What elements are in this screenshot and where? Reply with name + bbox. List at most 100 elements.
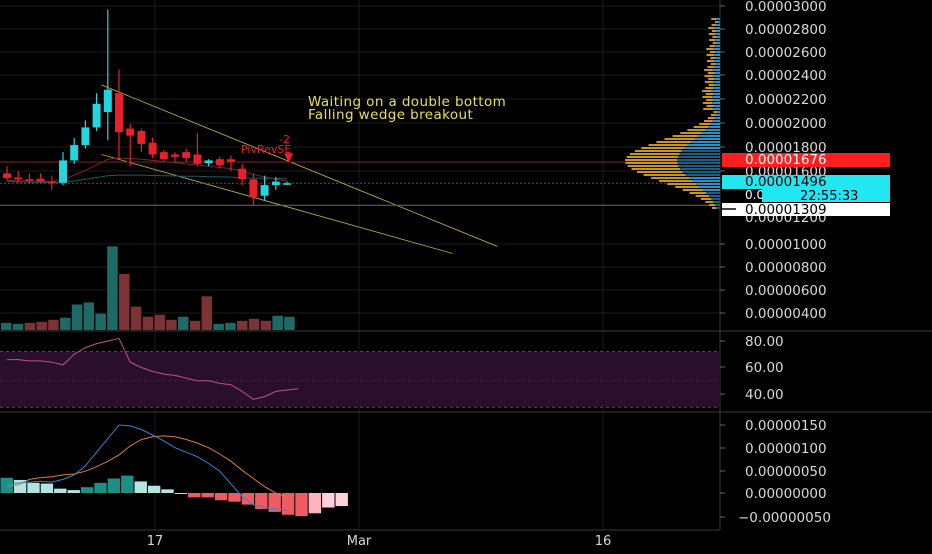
- price-y-tick-label: 0.00002800: [745, 22, 827, 38]
- volume-bar: [119, 273, 130, 330]
- profile-bar-up: [684, 147, 720, 149]
- profile-bar-up: [713, 81, 720, 83]
- profile-bar-up: [708, 126, 720, 128]
- profile-bar-down: [702, 90, 712, 92]
- profile-bar-up: [714, 84, 720, 86]
- macd-histogram-bar: [121, 475, 134, 493]
- profile-bar-down: [689, 192, 707, 194]
- profile-bar-down: [706, 99, 714, 101]
- candle-up: [81, 127, 90, 146]
- profile-bar-down: [709, 39, 716, 41]
- macd-histogram-bar: [308, 493, 322, 514]
- profile-bar-down: [667, 183, 697, 185]
- profile-bar-down: [710, 63, 716, 65]
- profile-bar-down: [710, 57, 716, 59]
- profile-bar-down: [711, 207, 717, 209]
- profile-bar-up: [705, 129, 720, 131]
- profile-bar-up: [706, 192, 720, 194]
- candle-down: [47, 181, 56, 184]
- volume-bar: [248, 318, 260, 330]
- macd-histogram-bar: [295, 493, 308, 517]
- macd-histogram-bar: [214, 493, 228, 501]
- annotation-line-1: Waiting on a double bottom: [308, 94, 506, 110]
- price-hlines: [0, 161, 720, 206]
- candle-down: [36, 178, 45, 182]
- profile-bar-down: [705, 87, 714, 89]
- profile-bar-up: [715, 114, 720, 116]
- candlestick-series: [3, 9, 291, 206]
- profile-bar-down: [702, 102, 713, 104]
- macd-y-tick-label: 0.00000000: [745, 486, 827, 502]
- profile-bar-up: [713, 93, 720, 95]
- profile-bar-down: [707, 117, 715, 119]
- badge-white-label: 0.00001309: [745, 202, 827, 218]
- profile-bar-down: [675, 186, 700, 188]
- profile-bar-up: [714, 27, 720, 29]
- profile-bar-down: [704, 81, 714, 83]
- profile-bar-up: [711, 198, 720, 200]
- macd-histogram-bar: [188, 493, 201, 498]
- profile-bar-down: [708, 204, 716, 206]
- profile-bar-up: [713, 201, 720, 203]
- profile-bar-up: [715, 204, 720, 206]
- candle-up: [204, 160, 213, 164]
- candle-down: [126, 128, 135, 136]
- candle-up: [271, 181, 280, 186]
- volume-bar: [260, 320, 272, 330]
- profile-bar-up: [713, 48, 720, 50]
- profile-bar-down: [706, 105, 714, 107]
- rsi-band: [0, 351, 720, 408]
- profile-bar-up: [712, 120, 720, 122]
- profile-bar-down: [703, 120, 713, 122]
- volume-bar: [48, 319, 59, 330]
- volume-bar: [178, 316, 189, 330]
- rsi-pane: [0, 337, 720, 408]
- profile-bar-up: [696, 183, 720, 185]
- volume-bar: [36, 321, 47, 330]
- candle-down: [182, 152, 191, 159]
- volume-bar: [166, 319, 177, 330]
- profile-bar-down: [707, 72, 715, 74]
- macd-histogram-bar: [27, 482, 40, 493]
- price-y-tick-label: 0.00000800: [745, 260, 827, 276]
- profile-bar-down: [700, 198, 712, 200]
- profile-bar-down: [634, 150, 682, 152]
- profile-bar-up: [714, 66, 720, 68]
- macd-histogram-bar: [322, 493, 335, 508]
- profile-bar-up: [709, 195, 720, 197]
- badge-stub-bg: [722, 189, 746, 202]
- badge-white-bg: [722, 203, 890, 216]
- profile-bar-down: [706, 54, 714, 56]
- volume-bars: [1, 246, 295, 330]
- x-axis[interactable]: 17 Mar 16: [147, 534, 612, 549]
- candle-down: [193, 154, 202, 164]
- profile-bar-down: [672, 135, 699, 137]
- profile-bar-up: [685, 174, 720, 176]
- badge-red-label: 0.00001676: [745, 152, 827, 168]
- profile-bar-up: [680, 168, 720, 170]
- candle-down: [25, 179, 34, 181]
- profile-bar-down: [630, 153, 680, 155]
- price-y-tick-label: 0.00000600: [745, 283, 827, 299]
- profile-bar-down: [705, 93, 714, 95]
- volume-bar: [24, 322, 36, 330]
- candle-up: [59, 160, 67, 183]
- profile-bar-down: [708, 33, 715, 35]
- rsi-y-tick-label: 80.00: [745, 334, 784, 350]
- volume-bar: [237, 320, 248, 330]
- profile-bar-down: [707, 60, 715, 62]
- profile-bar-up: [716, 42, 720, 44]
- price-y-tick-label: 0.00002600: [745, 45, 827, 61]
- profile-bar-down: [705, 201, 714, 203]
- candle-down: [238, 168, 247, 180]
- profile-bar-down: [625, 162, 678, 164]
- candle-down: [115, 93, 123, 133]
- profile-bar-down: [682, 189, 704, 191]
- y-axis[interactable]: 0.00003000 0.00002800 0.00002600 0.00002400…: [720, 0, 831, 526]
- profile-bar-down: [704, 75, 714, 77]
- profile-bar-up: [692, 180, 720, 182]
- profile-bar-up: [714, 33, 720, 35]
